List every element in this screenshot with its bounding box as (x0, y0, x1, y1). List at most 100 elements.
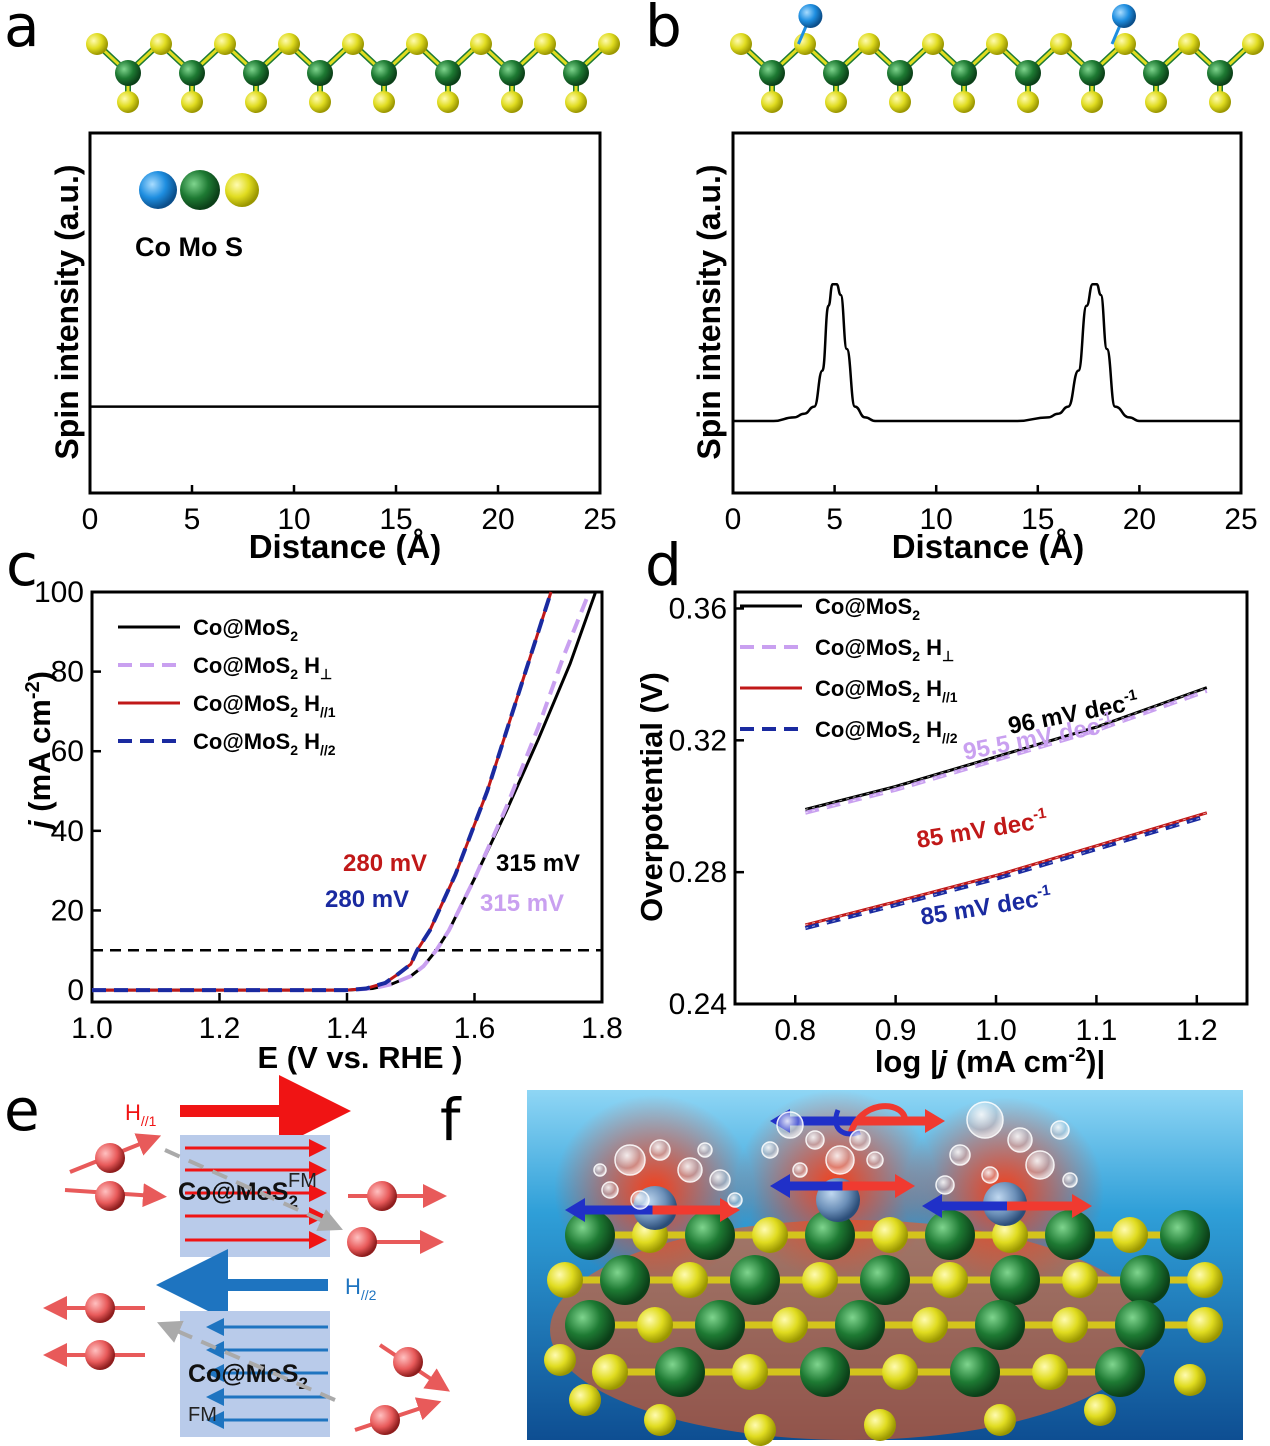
chart-a: 0 5 10 15 20 25 Spin intensity (a.u.) Distanc… (49, 131, 617, 565)
y-tick-label: 80 (51, 656, 84, 689)
lattice-s-atom (802, 1262, 838, 1298)
panel-label-d: d (645, 531, 682, 599)
slope-annotation-2: 85 mV dec-1 (914, 805, 1049, 854)
lattice-mo-atom (695, 1300, 745, 1350)
legend-c-text-part: ⊥ (320, 666, 332, 682)
mo-atom (1079, 60, 1105, 86)
mo-atom (1015, 60, 1041, 86)
lattice-s-atom (1062, 1262, 1098, 1298)
panel-label-e: e (4, 1076, 40, 1144)
lattice-s-atom (1052, 1307, 1088, 1343)
s-atom-icon (225, 173, 259, 207)
lattice-s-atom (932, 1262, 968, 1298)
electron-spins (43, 1133, 450, 1435)
electron-ball-2 (367, 1181, 397, 1211)
series-line-c-1 (92, 591, 592, 993)
lattice-s-atom (1187, 1307, 1223, 1343)
legend-c-label-2: Co@MoS2 H//1 (193, 691, 336, 720)
fit-line-d-1 (805, 690, 1207, 814)
annot-315-black: 315 mV (496, 850, 580, 877)
annot-280-red: 280 mV (343, 850, 427, 877)
s-atom (117, 91, 139, 113)
series-line-c-0 (92, 591, 598, 992)
legend-c-text-part: Co@MoS (193, 653, 290, 678)
bubble (792, 1162, 808, 1178)
y-tick-label: 20 (51, 894, 84, 927)
edge-s-atom (644, 1404, 676, 1436)
s-atom (1209, 91, 1231, 113)
x-tick-label: 0 (82, 503, 99, 536)
s-atom (986, 33, 1008, 55)
s-atom (1081, 91, 1103, 113)
annot-280-blue: 280 mV (325, 886, 409, 913)
s-atom (953, 91, 975, 113)
legend-d-text-part: H (920, 676, 942, 701)
chart-d: 0.8 0.9 1.0 1.1 1.20.240.280.320.36 Co@MoS2C… (634, 590, 1249, 1079)
fm-box-1 (180, 1135, 330, 1257)
x-tick-label: 1.4 (326, 1012, 368, 1045)
fit-line-d-3 (805, 815, 1207, 929)
bubble (727, 1192, 743, 1208)
xlabel-a: Distance (Å) (249, 528, 442, 565)
lattice-mo-atom (685, 1210, 735, 1260)
bubble (949, 1144, 971, 1166)
mo-atom (435, 60, 461, 86)
ticks-c: 1.0 1.2 1.4 1.6 1.8 0 20 40 60 80 100 (34, 576, 623, 1045)
legend-c-text-part: Co@MoS (193, 615, 290, 640)
lattice-s-atom (592, 1354, 628, 1390)
s-atom (565, 91, 587, 113)
spin-arrow-center-red-head (895, 1174, 915, 1198)
edge-s-atom (984, 1404, 1016, 1436)
catalyst-lattice (544, 1090, 1223, 1446)
lattice-s-atom (547, 1262, 583, 1298)
lattice-s-atom (752, 1217, 788, 1253)
bubble (649, 1139, 671, 1161)
atom-legend-text: Co Mo S (135, 232, 243, 262)
bubble (1050, 1120, 1070, 1140)
y-tick-label: 40 (51, 815, 84, 848)
y-tick-label: 60 (51, 735, 84, 768)
s-atom (534, 33, 556, 55)
ylabel-a: Spin intensity (a.u.) (49, 164, 85, 459)
x-tick-label: 25 (583, 503, 616, 536)
chart-b: 0 5 10 15 20 25 Spin intensity (a.u.) Distanc… (691, 131, 1258, 565)
lattice-s-atom (772, 1307, 808, 1343)
legend-c-text-part: H (298, 653, 320, 678)
co-atom-icon (139, 171, 177, 209)
s-atom (858, 33, 880, 55)
mo-atom (499, 60, 525, 86)
material-sub-1: 2 (288, 1192, 297, 1211)
mo-atom (179, 60, 205, 86)
ylabel-b: Spin intensity (a.u.) (691, 164, 727, 459)
spin-arrow-right-blue-head (922, 1194, 942, 1218)
lattice-mo-atom (565, 1300, 615, 1350)
slope-sup: -1 (1097, 708, 1113, 727)
electron-ball-6 (393, 1347, 423, 1377)
lattice-s-atom (672, 1262, 708, 1298)
mo-atom (563, 60, 589, 86)
x-tick-label: 0.8 (774, 1014, 816, 1047)
material-main-1: Co@MoS (178, 1178, 288, 1206)
xlabel-b: Distance (Å) (892, 528, 1085, 565)
edge-s-atom (544, 1344, 576, 1376)
y-tick-label: 0.24 (669, 988, 727, 1021)
mo-atom (307, 60, 333, 86)
legend-d-text-part: 2 (912, 730, 920, 746)
lattice-s-atom (912, 1307, 948, 1343)
co-mos2-structure-b (730, 4, 1264, 113)
edge-s-atom (569, 1384, 601, 1416)
series-c (92, 591, 598, 993)
fm-arrows-1 (185, 1139, 327, 1249)
co-atom (1112, 4, 1136, 28)
co-atom (798, 4, 823, 28)
fm-label-1: FM (288, 1170, 317, 1192)
field1-label: H//1 (125, 1100, 157, 1129)
field1-sub: //1 (141, 1113, 157, 1129)
bubble (966, 1101, 1004, 1139)
xlabel-c: E (V vs. RHE ) (258, 1040, 463, 1075)
series-d (804, 686, 1208, 931)
spin-arrow-center-blue-head (770, 1174, 790, 1198)
s-atom (214, 33, 236, 55)
x-tick-label: 1.0 (975, 1014, 1017, 1047)
